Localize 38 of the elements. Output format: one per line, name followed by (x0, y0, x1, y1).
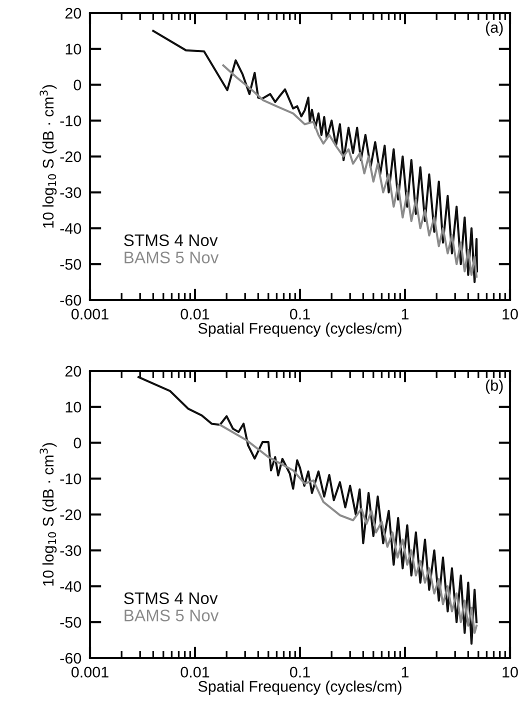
annotation: (b) (486, 380, 503, 394)
y-tick-label: 20 (65, 8, 82, 19)
text: BAMS 5 Nov (124, 252, 219, 264)
x-tick-label: 0.001 (71, 308, 108, 320)
x-tick-label: 0.01 (180, 308, 210, 320)
y-tick-label: -40 (60, 581, 82, 592)
y-tick-label: 20 (65, 366, 82, 377)
y-tick-label: -10 (60, 473, 82, 484)
x-tick-label: 1 (402, 666, 409, 678)
y-tick-label: 0 (74, 438, 82, 448)
y-tick-label: -50 (60, 616, 82, 628)
y-axis-title: 10 log$_{10}$ S (dB · cm$^{3}$) (40, 85, 57, 228)
text: STMS 4 Nov (124, 234, 218, 246)
annotation: (a) (486, 22, 503, 36)
y-tick-label: -20 (60, 509, 82, 520)
x-tick-label: 0.01 (180, 666, 210, 678)
x-tick-label: 0.1 (290, 666, 310, 678)
y-tick-label: 10 (66, 44, 82, 55)
x-tick-label: 1 (402, 308, 409, 320)
text: STMS 4 Nov (124, 592, 218, 604)
text: BAMS 5 Nov (124, 610, 219, 622)
y-tick-label: -40 (60, 223, 82, 234)
y-axis-title: 10 log$_{10}$ S (dB · cm$^{3}$) (40, 443, 57, 586)
y-tick-label: -20 (60, 151, 82, 162)
y-tick-label: -50 (60, 258, 82, 270)
y-tick-label: -30 (60, 187, 82, 198)
y-tick-label: -60 (60, 652, 82, 664)
y-tick-label: -30 (60, 545, 82, 556)
x-axis-title: Spatial Frequency (cycles/cm) (198, 680, 402, 695)
y-tick-label: -10 (60, 115, 82, 126)
x-tick-label: 0.001 (71, 666, 108, 678)
x-tick-label: 10 (502, 666, 518, 678)
x-tick-label: 10 (502, 308, 518, 320)
y-tick-label: -60 (60, 294, 82, 306)
y-tick-label: 0 (74, 80, 82, 90)
x-tick-label: 0.1 (290, 308, 310, 320)
y-tick-label: 10 (66, 402, 82, 413)
x-axis-title: Spatial Frequency (cycles/cm) (198, 322, 402, 337)
